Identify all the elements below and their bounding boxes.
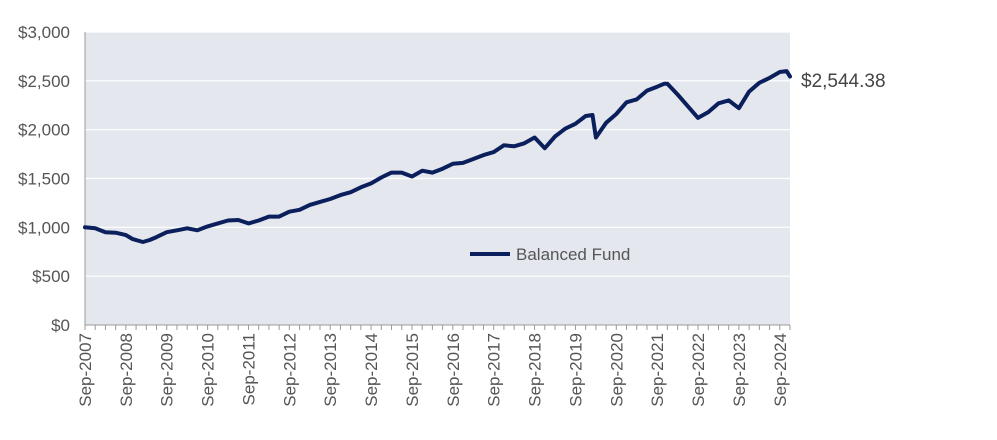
x-tick-label: Sep-2020 xyxy=(607,333,626,407)
x-tick-label: Sep-2021 xyxy=(648,333,667,407)
x-tick-label: Sep-2019 xyxy=(566,333,585,407)
x-tick-label: Sep-2018 xyxy=(526,333,545,407)
x-axis-labels: Sep-2007 Sep-2008 Sep-2009 Sep-2010 Sep-2011… xyxy=(76,333,790,407)
x-tick-label: Sep-2010 xyxy=(199,333,218,407)
x-tick-label: Sep-2022 xyxy=(689,333,708,407)
x-tick-label: Sep-2024 xyxy=(771,333,790,407)
y-tick-label: $3,000 xyxy=(18,23,70,42)
y-tick-label: $0 xyxy=(51,316,70,335)
x-tick-label: Sep-2013 xyxy=(321,333,340,407)
series-line-balanced-fund xyxy=(83,69,792,244)
end-value-label: $2,544.38 xyxy=(801,71,886,92)
legend-label: Balanced Fund xyxy=(516,245,630,264)
x-tick-label: Sep-2007 xyxy=(76,333,95,407)
x-tick-label: Sep-2023 xyxy=(730,333,749,407)
y-tick-label: $2,000 xyxy=(18,121,70,140)
axes xyxy=(84,32,791,330)
x-tick-label: Sep-2015 xyxy=(403,333,422,407)
x-tick-label: Sep-2011 xyxy=(239,333,258,405)
legend: Balanced Fund xyxy=(470,245,630,264)
x-tick-label: Sep-2016 xyxy=(444,333,463,407)
x-tick-label: Sep-2008 xyxy=(117,333,136,407)
x-tick-label: Sep-2017 xyxy=(485,333,504,407)
x-tick-label: Sep-2014 xyxy=(362,333,381,407)
y-tick-label: $1,000 xyxy=(18,218,70,237)
y-axis-labels: $0 $500 $1,000 $1,500 $2,000 $2,500 $3,000 xyxy=(18,23,70,335)
y-tick-label: $2,500 xyxy=(18,72,70,91)
y-tick-label: $1,500 xyxy=(18,170,70,189)
y-tick-label: $500 xyxy=(32,267,70,286)
x-tick-label: Sep-2009 xyxy=(158,333,177,407)
x-tick-label: Sep-2012 xyxy=(280,333,299,407)
